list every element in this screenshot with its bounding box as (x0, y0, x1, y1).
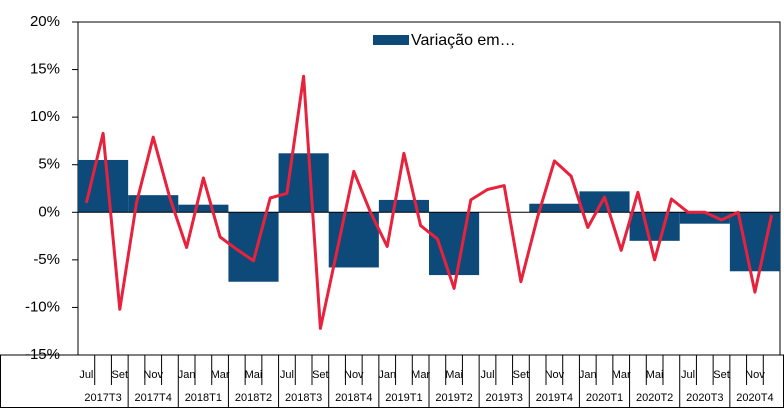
bar (529, 203, 580, 213)
legend-swatch (373, 35, 409, 45)
bar (729, 212, 780, 272)
x-month-label: Nov (143, 369, 163, 381)
x-month-label: Jul (681, 369, 695, 381)
y-tick-label: 0% (38, 203, 60, 220)
x-month-label: Jul (480, 369, 494, 381)
x-quarter-label: 2019T1 (385, 392, 422, 404)
x-month-label: Mar (411, 369, 430, 381)
bar (278, 153, 329, 213)
x-month-label: Mar (211, 369, 230, 381)
x-month-label: Mar (612, 369, 631, 381)
y-tick-label: 10% (30, 108, 60, 125)
bar (328, 212, 379, 268)
plot-frame (77, 21, 781, 356)
x-quarter-label: 2019T4 (536, 392, 573, 404)
bar (429, 212, 480, 276)
x-month-label: Set (513, 369, 530, 381)
x-month-label: Nov (545, 369, 565, 381)
bar (228, 212, 279, 282)
bar (378, 199, 429, 213)
x-month-label: Jul (280, 369, 294, 381)
x-quarter-label: 2020T1 (586, 392, 623, 404)
legend-label: Variação em… (411, 32, 516, 49)
x-month-label: Mai (445, 369, 463, 381)
y-tick-label: -10% (25, 298, 60, 315)
x-month-label: Mai (646, 369, 664, 381)
bar (178, 204, 229, 213)
bar (629, 212, 680, 241)
x-month-label: Jan (378, 369, 396, 381)
x-month-label: Jan (178, 369, 196, 381)
x-quarter-label: 2019T3 (486, 392, 523, 404)
x-quarter-label: 2020T4 (736, 392, 773, 404)
line-series (84, 74, 774, 330)
y-tick-label: -5% (33, 251, 60, 268)
y-tick-label: 5% (38, 156, 60, 173)
x-quarter-label: 2017T4 (135, 392, 172, 404)
bar (128, 195, 179, 213)
x-month-label: Jul (79, 369, 93, 381)
x-quarter-label: 2020T2 (636, 392, 673, 404)
x-month-label: Nov (745, 369, 765, 381)
x-month-label: Set (112, 369, 129, 381)
y-tick-label: 15% (30, 61, 60, 78)
x-month-label: Set (713, 369, 730, 381)
x-quarter-label: 2019T2 (435, 392, 472, 404)
x-month-label: Nov (344, 369, 364, 381)
x-quarter-label: 2018T3 (285, 392, 322, 404)
x-month-label: Mai (245, 369, 263, 381)
bar (679, 212, 730, 224)
bar (78, 159, 129, 213)
y-tick-label: 20% (30, 13, 60, 30)
x-quarter-label: 2017T3 (84, 392, 121, 404)
x-quarter-label: 2018T2 (235, 392, 272, 404)
x-quarter-label: 2018T1 (185, 392, 222, 404)
y-tick-label: -15% (25, 346, 60, 363)
x-quarter-label: 2018T4 (335, 392, 372, 404)
x-month-label: Jan (579, 369, 597, 381)
x-quarter-label: 2020T3 (686, 392, 723, 404)
x-month-label: Set (312, 369, 329, 381)
